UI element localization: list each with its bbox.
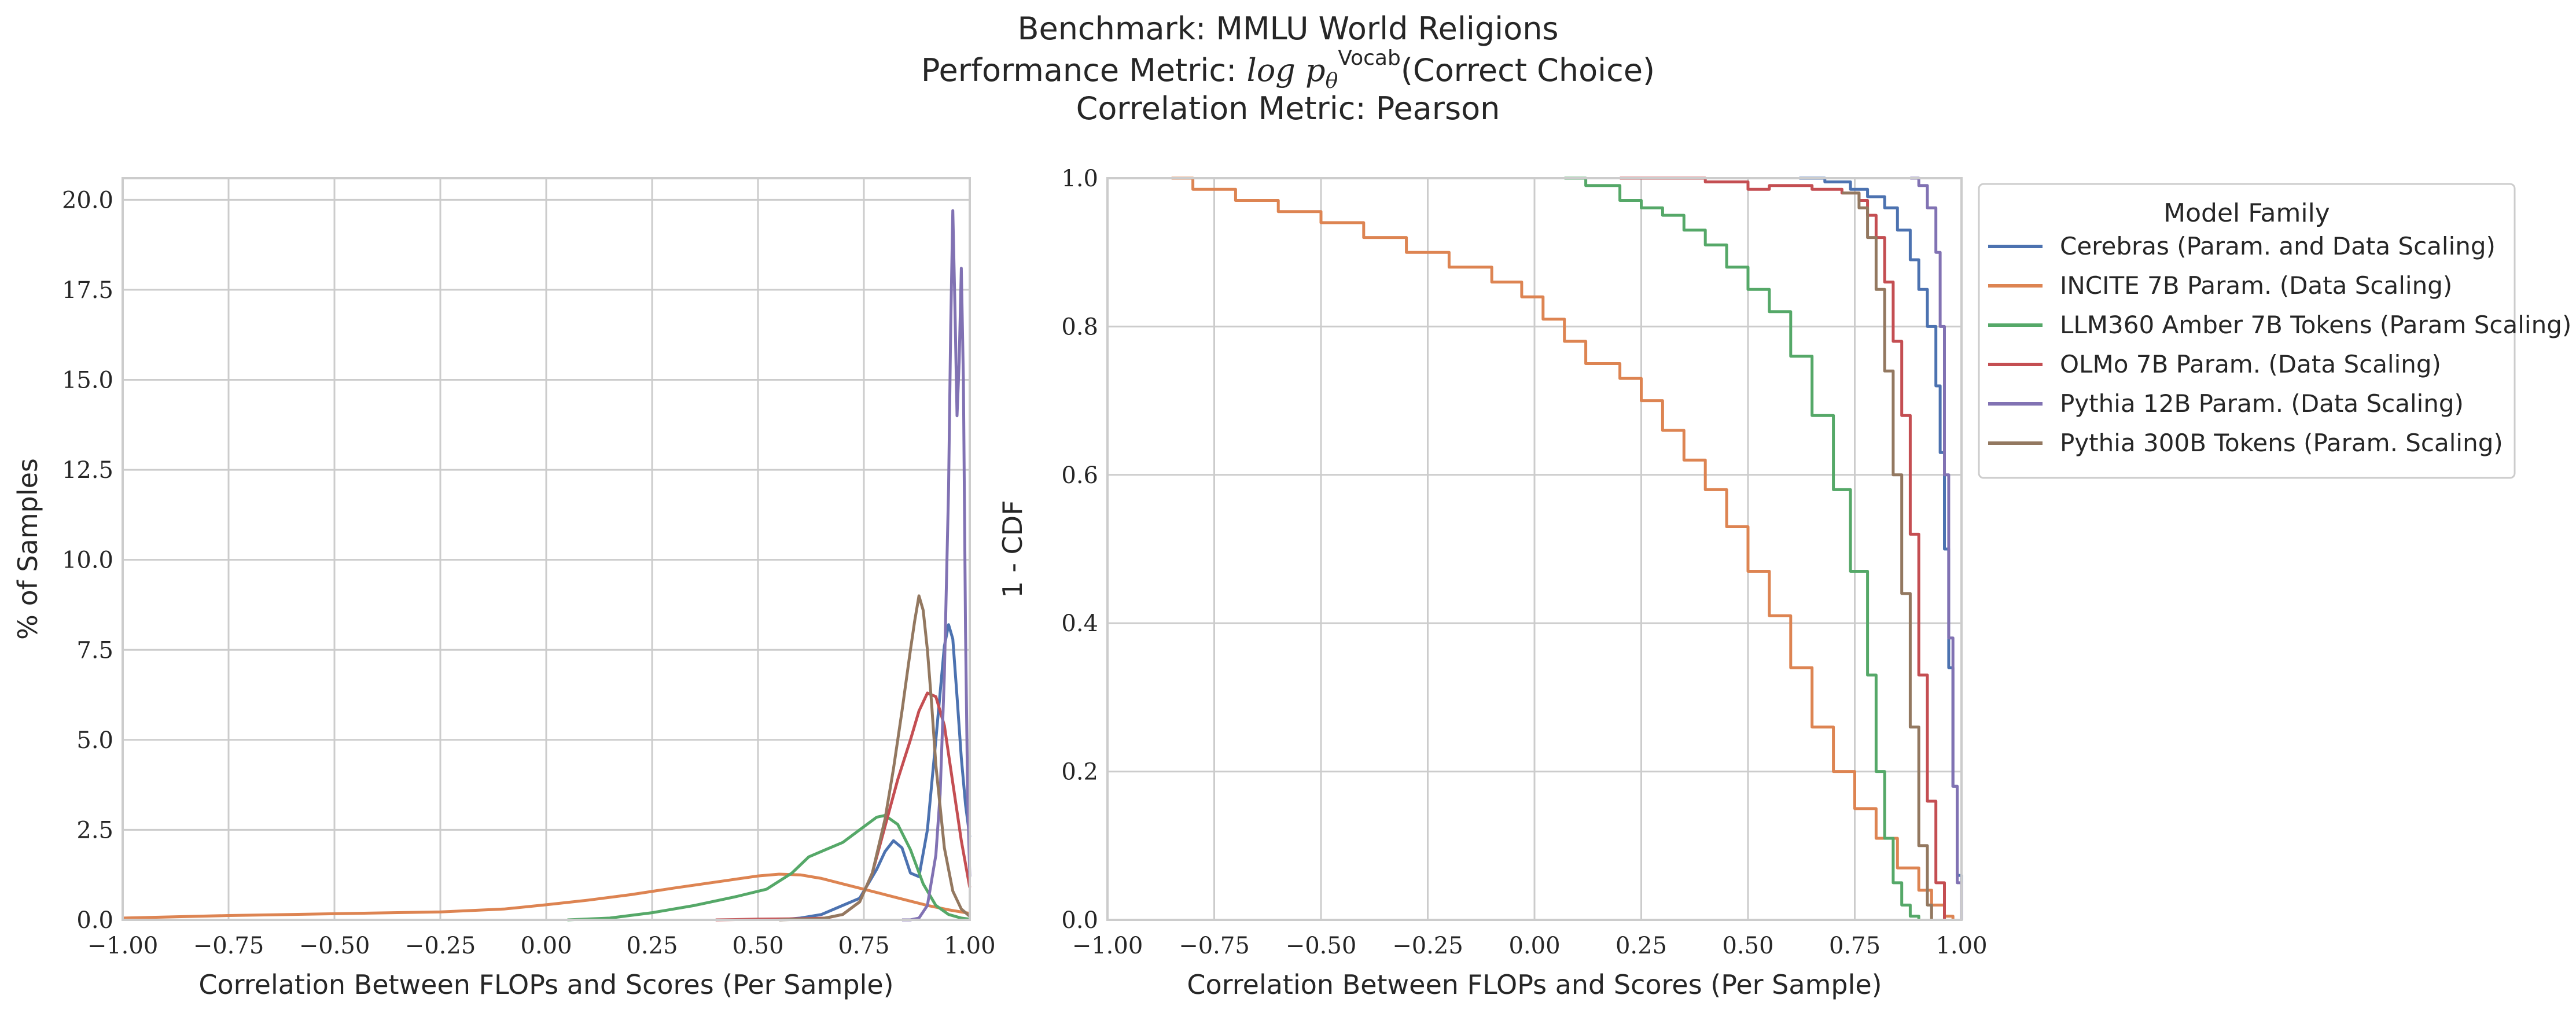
kde-y-tick-4: 10.0 xyxy=(62,547,113,574)
kde-x-tick-2: −0.50 xyxy=(299,933,370,959)
kde-series-pythia-300b-tokens-param-scaling xyxy=(779,594,971,922)
kde-y-tick-2: 5.0 xyxy=(76,727,113,754)
ccdf-y-tick-2: 0.4 xyxy=(1061,610,1098,637)
kde-panel: −1.00 −0.75 −0.50 −0.25 0.00 0.25 0.50 0.75 1.00… xyxy=(12,177,996,1000)
ccdf-series-olmo-7b-param-data-scaling xyxy=(1620,176,1946,920)
legend-label-llm360-amber-7b-tokens-param-scaling: LLM360 Amber 7B Tokens (Param Scaling) xyxy=(2060,311,2571,339)
ccdf-x-tick-5: 0.25 xyxy=(1615,933,1667,959)
title-line-1: Benchmark: MMLU World Religions xyxy=(1017,10,1558,47)
ccdf-panel: −1.00 −0.75 −0.50 −0.25 0.00 0.25 0.50 0.75 1.00… xyxy=(997,165,1988,1000)
kde-y-tick-1: 2.5 xyxy=(76,817,113,843)
kde-x-axis-label: Correlation Between FLOPs and Scores (Pe… xyxy=(198,969,893,1000)
title-line-2-prefix: Performance Metric: xyxy=(921,52,1247,89)
legend-label-cerebras-param-and-data-scaling: Cerebras (Param. and Data Scaling) xyxy=(2060,232,2496,260)
ccdf-x-tick-4: 0.00 xyxy=(1508,933,1560,959)
kde-y-tick-6: 15.0 xyxy=(62,367,113,394)
title-line-2-math: log p xyxy=(1246,52,1325,89)
figure-title: Benchmark: MMLU World Religions Performa… xyxy=(921,10,1655,127)
ccdf-curves xyxy=(1171,176,1963,920)
kde-x-tick-0: −1.00 xyxy=(87,933,159,959)
kde-y-tick-3: 7.5 xyxy=(76,637,113,664)
legend-label-incite-7b-param-data-scaling: INCITE 7B Param. (Data Scaling) xyxy=(2060,271,2452,300)
kde-series-llm360-amber-7b-tokens-param-scaling xyxy=(567,814,970,922)
kde-y-axis-label: % of Samples xyxy=(12,458,43,640)
ccdf-x-tick-labels: −1.00 −0.75 −0.50 −0.25 0.00 0.25 0.50 0.75 1.00 xyxy=(1072,933,1988,959)
kde-x-tick-4: 0.00 xyxy=(520,933,572,959)
ccdf-x-axis-label: Correlation Between FLOPs and Scores (Pe… xyxy=(1187,969,1882,1000)
legend-box xyxy=(1978,183,2516,479)
ccdf-x-tick-2: −0.50 xyxy=(1286,933,1357,959)
ccdf-x-tick-0: −1.00 xyxy=(1072,933,1143,959)
kde-x-tick-7: 0.75 xyxy=(838,933,889,959)
kde-x-tick-6: 0.50 xyxy=(732,933,783,959)
title-line-2-sub: θ xyxy=(1326,69,1338,93)
ccdf-x-tick-7: 0.75 xyxy=(1829,933,1881,959)
kde-y-tick-labels: 0.0 2.5 5.0 7.5 10.0 12.5 15.0 17.5 20.0 xyxy=(62,187,113,934)
ccdf-y-tick-0: 0.0 xyxy=(1061,907,1098,934)
legend-label-pythia-12b-param-data-scaling: Pythia 12B Param. (Data Scaling) xyxy=(2060,389,2464,418)
ccdf-y-tick-5: 1.0 xyxy=(1061,165,1098,192)
ccdf-series-incite-7b-param-data-scaling xyxy=(1171,176,1955,920)
ccdf-y-tick-4: 0.8 xyxy=(1061,314,1098,340)
kde-series-incite-7b-param-data-scaling xyxy=(122,872,970,920)
kde-x-tick-1: −0.75 xyxy=(193,933,264,959)
kde-curves xyxy=(122,209,971,922)
legend-title: Model Family xyxy=(2163,198,2330,228)
legend-label-olmo-7b-param-data-scaling: OLMo 7B Param. (Data Scaling) xyxy=(2060,350,2441,378)
kde-y-tick-8: 20.0 xyxy=(62,187,113,213)
ccdf-y-axis-label: 1 - CDF xyxy=(997,500,1028,598)
ccdf-series-pythia-300b-tokens-param-scaling xyxy=(1842,191,1933,920)
ccdf-y-tick-labels: 0.0 0.2 0.4 0.6 0.8 1.0 xyxy=(1061,165,1098,934)
ccdf-axes-frame xyxy=(1106,177,1963,921)
ccdf-x-tick-3: −0.25 xyxy=(1392,933,1463,959)
kde-y-tick-5: 12.5 xyxy=(62,457,113,484)
title-line-2-suffix: (Correct Choice) xyxy=(1401,52,1655,89)
title-line-2-sup: Vocab xyxy=(1338,46,1401,70)
ccdf-series-pythia-12b-param-data-scaling xyxy=(1910,176,1963,920)
kde-x-tick-5: 0.25 xyxy=(626,933,678,959)
ccdf-series-llm360-amber-7b-tokens-param-scaling xyxy=(1564,176,1920,920)
kde-x-tick-8: 1.00 xyxy=(944,933,995,959)
kde-gridlines xyxy=(122,178,971,921)
legend-label-pythia-300b-tokens-param-scaling: Pythia 300B Tokens (Param. Scaling) xyxy=(2060,429,2503,457)
kde-y-tick-0: 0.0 xyxy=(76,907,113,934)
kde-series-cerebras-param-and-data-scaling xyxy=(779,623,971,922)
title-line-2: Performance Metric: log pθVocab(Correct … xyxy=(921,46,1655,93)
ccdf-y-tick-1: 0.2 xyxy=(1061,759,1098,786)
legend-entries: Cerebras (Param. and Data Scaling) INCITE… xyxy=(1988,232,2571,457)
kde-x-tick-labels: −1.00 −0.75 −0.50 −0.25 0.00 0.25 0.50 0.75 1.00 xyxy=(87,933,996,959)
legend: Model Family Cerebras (Param. and Data S… xyxy=(1978,183,2571,479)
ccdf-x-tick-8: 1.00 xyxy=(1935,933,1987,959)
ccdf-gridlines xyxy=(1106,177,1963,921)
kde-axes-frame xyxy=(122,177,971,921)
kde-series-pythia-12b-param-data-scaling xyxy=(901,209,971,922)
title-line-3: Correlation Metric: Pearson xyxy=(1076,90,1500,127)
kde-x-tick-3: −0.25 xyxy=(405,933,476,959)
kde-y-tick-7: 17.5 xyxy=(62,277,113,304)
ccdf-y-tick-3: 0.6 xyxy=(1061,462,1098,489)
ccdf-x-tick-6: 0.50 xyxy=(1722,933,1773,959)
ccdf-x-tick-1: −0.75 xyxy=(1179,933,1250,959)
